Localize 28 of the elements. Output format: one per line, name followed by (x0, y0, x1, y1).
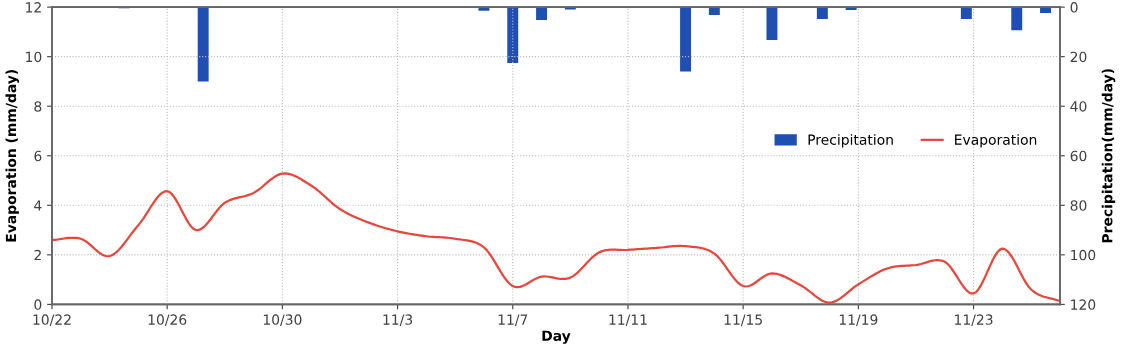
y-tick-label: 4 (34, 200, 42, 211)
x-tick-label: 11/3 (383, 314, 413, 326)
y2-tick-label: 100 (1071, 249, 1096, 261)
x-axis-title: Day (542, 330, 571, 344)
y2-tick-label: 60 (1070, 150, 1087, 162)
legend-label: Precipitation (808, 134, 893, 148)
y2-axis-title: Precipitation(mm/day) (1101, 69, 1116, 243)
y-axis-title: Evaporation (mm/day) (5, 69, 20, 242)
y2-tick-label: 40 (1070, 101, 1087, 112)
x-tick-label: 10/26 (148, 314, 187, 326)
y-tick-label: 0 (34, 299, 42, 310)
y-tick-label: 2 (34, 249, 41, 261)
y2-tick-label: 120 (1071, 299, 1096, 310)
x-tick-label: 10/30 (263, 314, 302, 326)
x-tick-label: 11/23 (955, 314, 993, 326)
y2-tick-label: 80 (1070, 200, 1087, 211)
x-tick-label: 11/19 (839, 314, 878, 326)
y-tick-label: 10 (26, 51, 42, 63)
x-tick-label: 11/11 (609, 314, 647, 326)
y-tick-label: 8 (34, 101, 42, 112)
y-tick-label: 12 (26, 2, 41, 13)
y2-tick-label: 0 (1070, 2, 1078, 13)
x-tick-label: 11/15 (724, 314, 762, 326)
x-tick-label: 10/22 (33, 314, 71, 326)
legend-label: Evaporation (955, 134, 1037, 148)
y-tick-label: 6 (34, 150, 42, 162)
x-tick-label: 11/7 (498, 314, 528, 326)
y2-tick-label: 20 (1070, 51, 1087, 63)
